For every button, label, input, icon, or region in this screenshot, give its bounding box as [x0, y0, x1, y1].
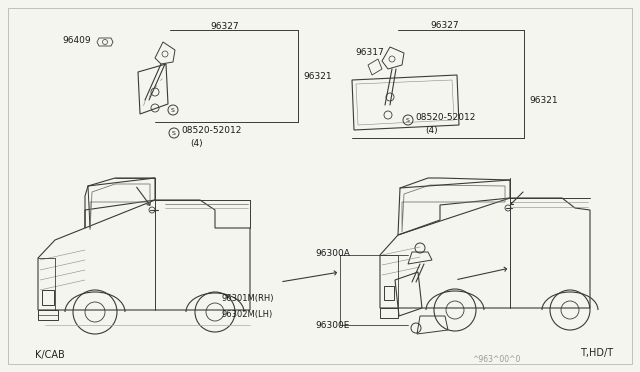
Text: 96327: 96327	[430, 20, 459, 29]
Text: S: S	[171, 108, 175, 112]
Text: (4): (4)	[190, 138, 203, 148]
Bar	[42, 290, 54, 305]
Text: 96300A: 96300A	[315, 248, 350, 257]
Text: 08520-52012: 08520-52012	[415, 112, 476, 122]
Text: S: S	[172, 131, 176, 135]
Text: 96317: 96317	[355, 48, 384, 57]
Text: 96321: 96321	[529, 96, 557, 105]
Text: ^963^00^0: ^963^00^0	[472, 356, 520, 365]
Bar	[384, 286, 394, 300]
Text: K/CAB: K/CAB	[35, 350, 65, 360]
Text: (4): (4)	[425, 125, 438, 135]
Text: 96300E: 96300E	[315, 321, 349, 330]
Text: 08520-52012: 08520-52012	[181, 125, 241, 135]
Text: 96409: 96409	[62, 35, 91, 45]
Text: 96321: 96321	[303, 71, 332, 80]
Text: 96302M(LH): 96302M(LH)	[222, 310, 273, 318]
Text: T,HD/T: T,HD/T	[580, 348, 613, 358]
Text: 96301M(RH): 96301M(RH)	[222, 294, 275, 302]
Text: S: S	[406, 118, 410, 122]
Text: 96327: 96327	[210, 22, 239, 31]
